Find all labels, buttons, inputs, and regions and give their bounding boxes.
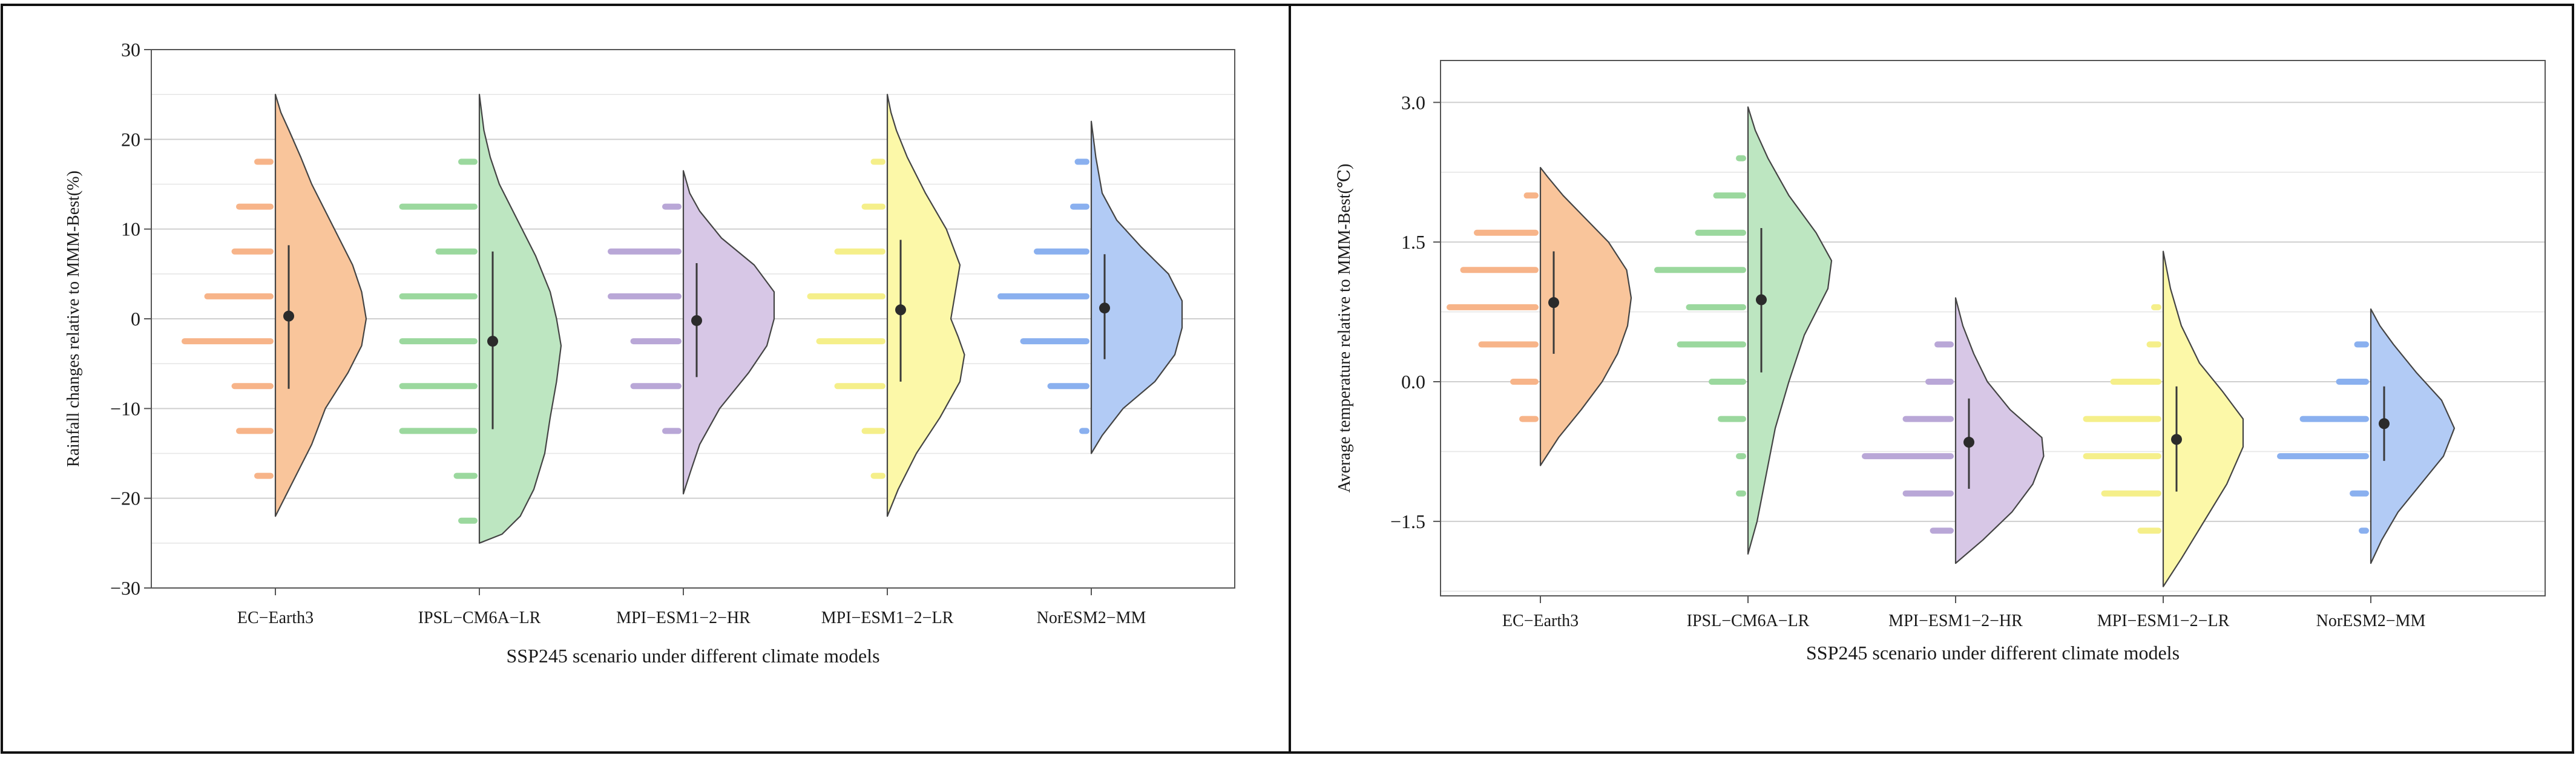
y-tick-label: 30: [121, 39, 140, 60]
mean-point: [1548, 297, 1559, 309]
category-label: IPSL−CM6A−LR: [1687, 612, 1810, 630]
y-tick-label: −1.5: [1390, 511, 1425, 532]
x-axis-label: SSP245 scenario under different climate …: [1806, 642, 2180, 664]
y-tick-label: 20: [121, 128, 140, 150]
category-label: MPI−ESM1−2−LR: [2097, 612, 2230, 630]
half-violin: [1090, 120, 1183, 454]
half-violin: [2370, 308, 2456, 564]
y-axis-label: Average temperature relative to MMM-Best…: [1335, 164, 1354, 493]
mean-point: [487, 336, 498, 347]
y-tick-label: 0.0: [1401, 371, 1425, 393]
left-panel-frame: [1, 4, 1291, 754]
y-tick-label: −10: [110, 397, 140, 419]
mean-point: [2379, 418, 2390, 429]
y-tick-label: 3.0: [1401, 91, 1425, 113]
mean-point: [1963, 437, 1974, 448]
y-axis-label: Rainfall changes relative to MMM-Best(%): [64, 171, 83, 467]
mean-point: [1756, 294, 1767, 305]
mean-point: [1099, 302, 1110, 314]
category-label: NorESM2−MM: [1037, 609, 1146, 627]
half-violin: [2162, 250, 2244, 587]
half-violin: [886, 94, 965, 517]
mean-point: [283, 310, 294, 322]
y-tick-label: 0: [131, 308, 140, 330]
y-tick-label: 1.5: [1401, 231, 1425, 253]
half-violin: [274, 94, 367, 517]
half-violin: [1539, 166, 1632, 466]
category-label: EC−Earth3: [237, 609, 314, 627]
category-label: IPSL−CM6A−LR: [418, 609, 541, 627]
y-tick-label: 10: [121, 218, 140, 240]
category-label: EC−Earth3: [1502, 612, 1579, 630]
y-tick-label: −30: [110, 577, 140, 599]
category-label: MPI−ESM1−2−LR: [821, 609, 954, 627]
temperature-chart: −1.5 0.0 1.5 3.0 Average temperature relativ…: [1335, 60, 2546, 664]
mean-point: [691, 315, 702, 326]
plot-area-border: [1440, 60, 2546, 596]
category-label: MPI−ESM1−2−HR: [616, 609, 751, 627]
half-violin: [682, 170, 775, 495]
half-violin: [1954, 297, 2045, 564]
mean-point: [2171, 434, 2182, 445]
rainfall-chart: −30 −20 −10 0 10 20 30 Rainfall changes relativ…: [64, 39, 1235, 667]
half-violin: [1747, 106, 1833, 555]
mean-point: [895, 304, 906, 316]
y-tick-label: −20: [110, 488, 140, 509]
category-label: NorESM2−MM: [2316, 612, 2426, 630]
category-label: MPI−ESM1−2−HR: [1888, 612, 2023, 630]
x-axis-label: SSP245 scenario under different climate …: [506, 645, 879, 667]
half-violin: [478, 94, 562, 544]
